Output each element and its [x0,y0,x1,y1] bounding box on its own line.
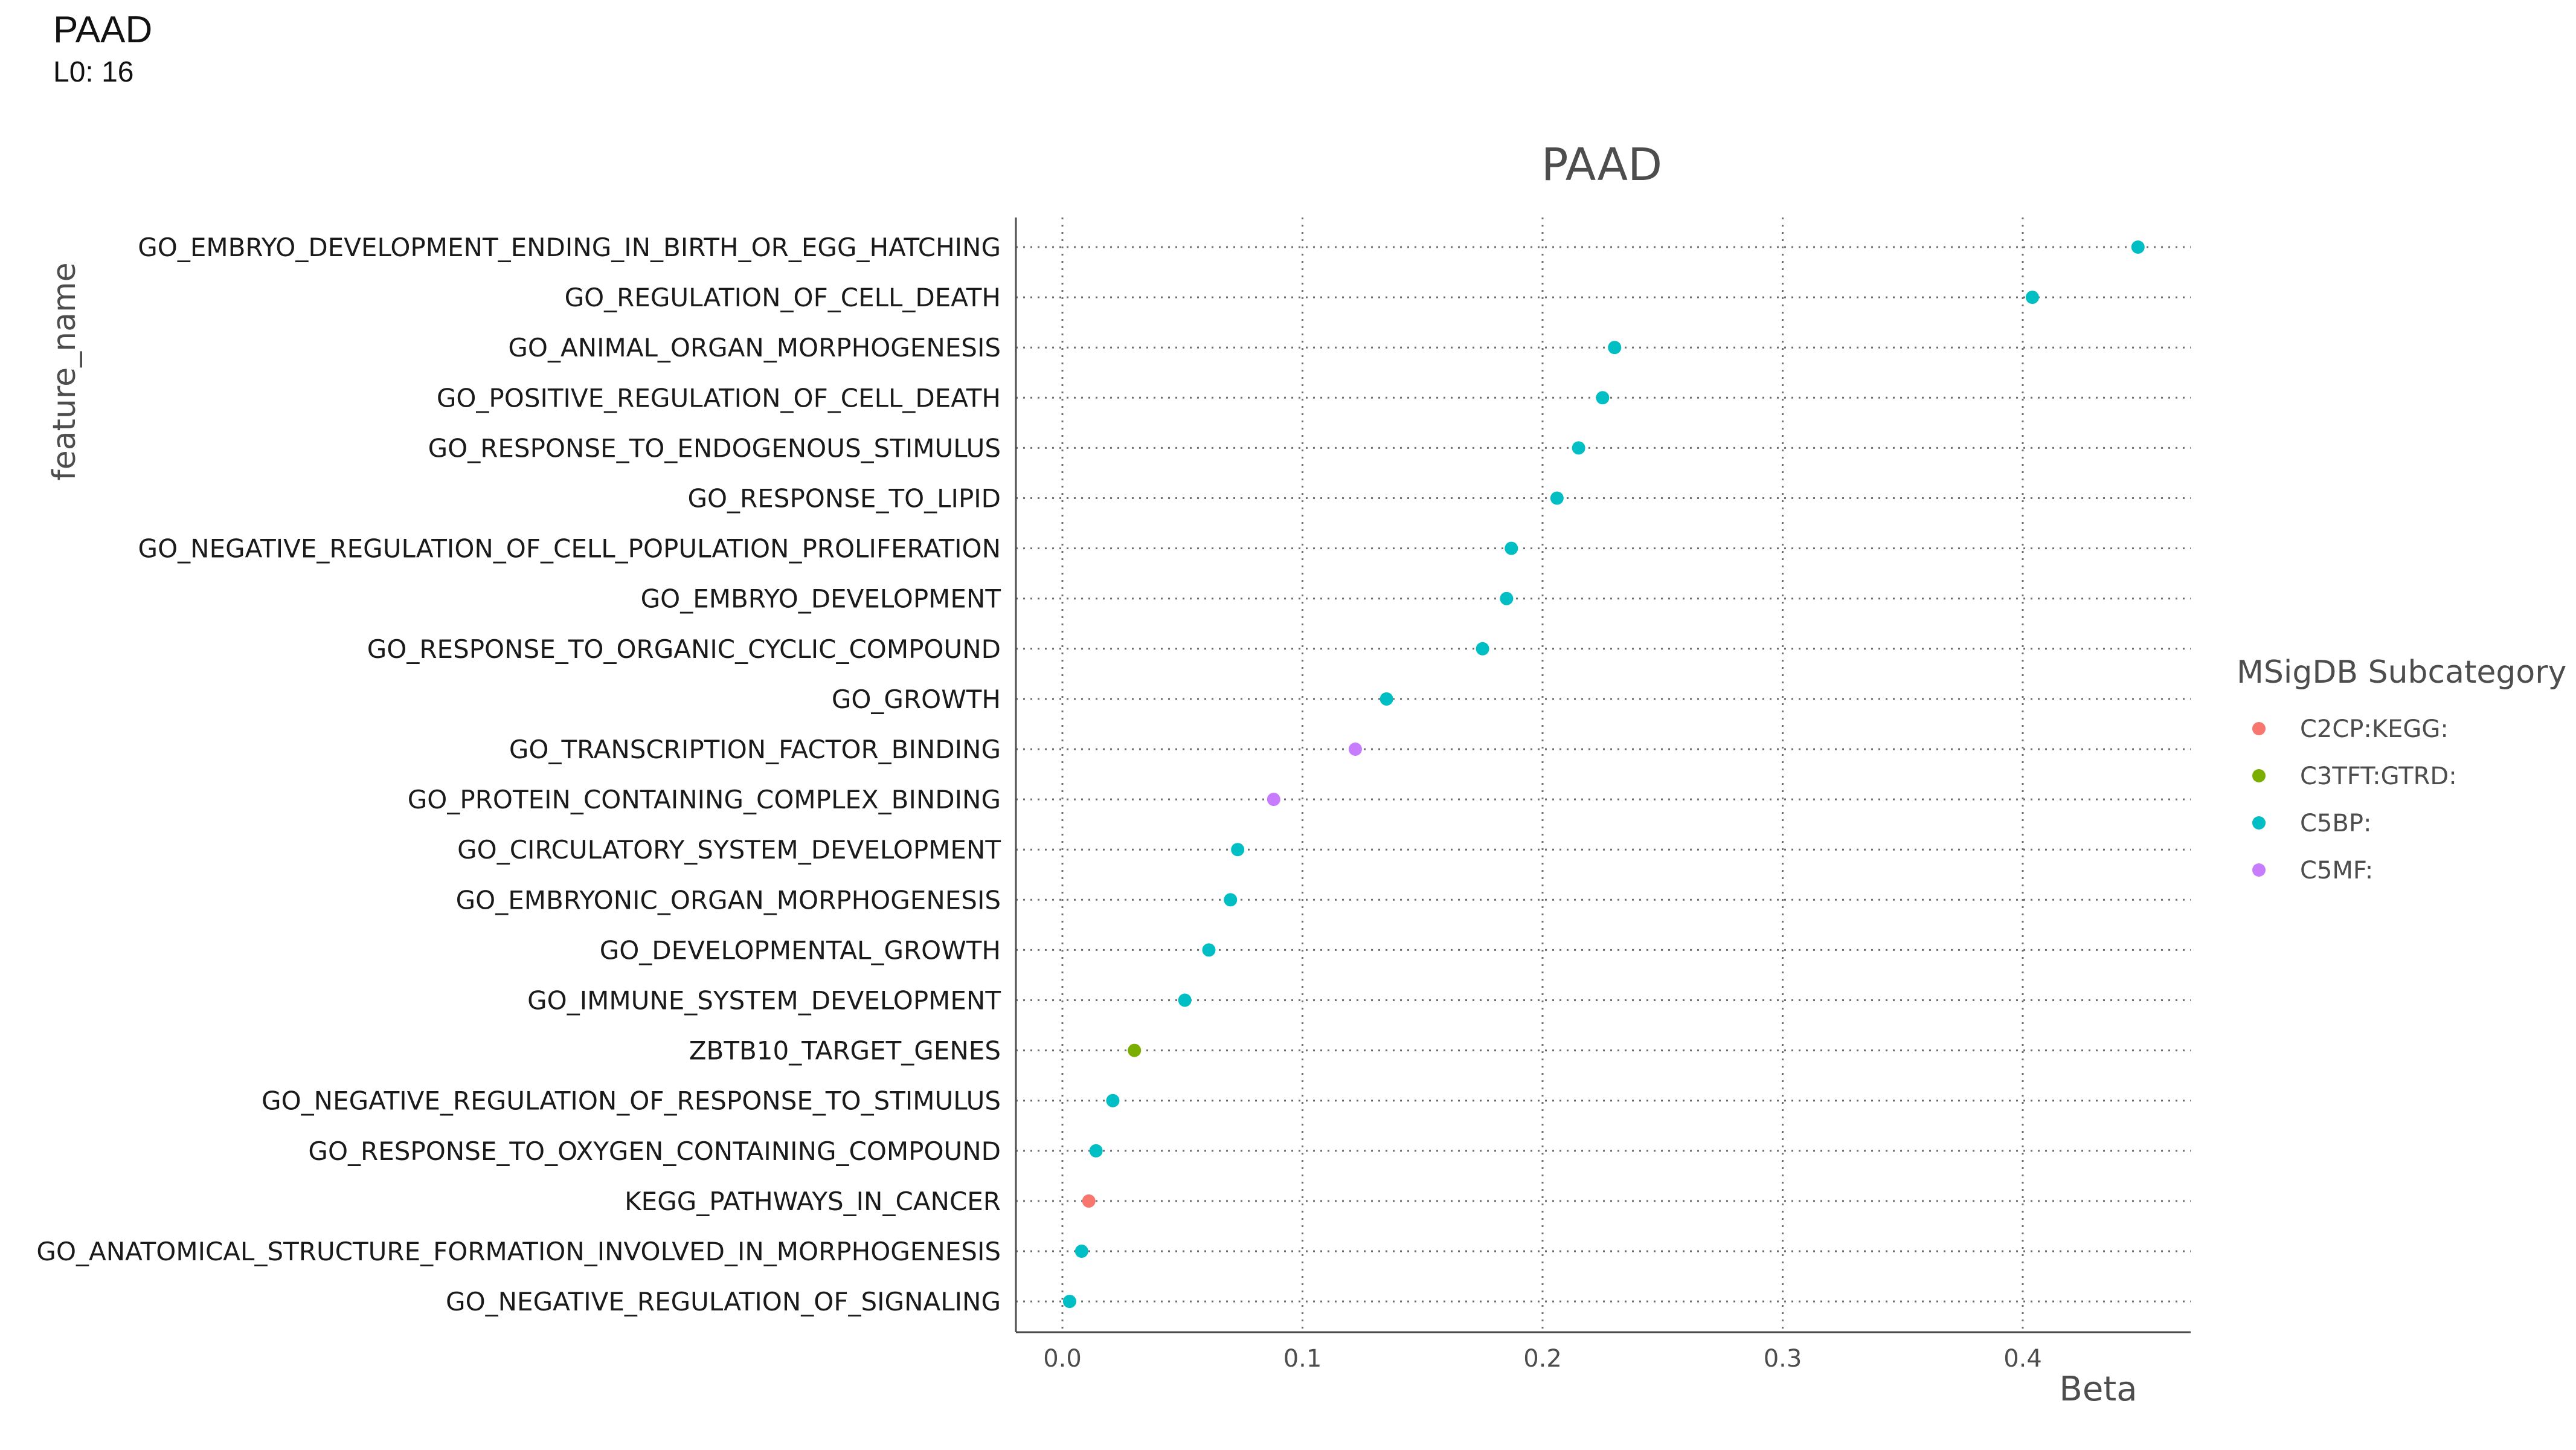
y-tick-label: ZBTB10_TARGET_GENES [689,1036,1001,1066]
data-point [1062,1295,1076,1309]
x-tick-label: 0.3 [1764,1345,1802,1373]
data-point [1596,391,1610,405]
x-tick-label: 0.1 [1283,1345,1322,1373]
x-tick-label: 0.0 [1043,1345,1082,1373]
data-point [1608,341,1622,355]
page-title: PAAD [53,9,153,51]
y-tick-label: GO_REGULATION_OF_CELL_DEATH [565,283,1001,312]
x-tick-label: 0.2 [1523,1345,1562,1373]
data-point [1550,491,1564,505]
data-point [1505,541,1518,555]
legend-title: MSigDB Subcategory [2237,654,2566,691]
y-tick-label: GO_TRANSCRIPTION_FACTOR_BINDING [509,735,1001,764]
page-header: PAAD L0: 16 [53,6,152,89]
x-axis-label: Beta [2059,1370,2137,1409]
data-point [1231,843,1245,857]
y-tick-label: GO_CIRCULATORY_SYSTEM_DEVELOPMENT [457,835,1001,865]
y-tick-label: GO_EMBRYO_DEVELOPMENT_ENDING_IN_BIRTH_OR… [138,233,1001,262]
data-point [1082,1194,1096,1208]
y-tick-label: GO_EMBRYO_DEVELOPMENT [641,584,1001,614]
data-point [1089,1144,1103,1158]
page-subtitle: L0: 16 [53,56,134,88]
y-tick-label: GO_RESPONSE_TO_LIPID [687,484,1001,514]
data-point [2025,291,2039,304]
data-point [1380,692,1393,706]
y-tick-label: GO_POSITIVE_REGULATION_OF_CELL_DEATH [437,383,1001,413]
data-point [1202,943,1216,957]
data-point [1074,1245,1088,1258]
legend-swatch [2252,769,2266,782]
y-tick-label: GO_NEGATIVE_REGULATION_OF_SIGNALING [446,1287,1001,1316]
y-tick-label: KEGG_PATHWAYS_IN_CANCER [625,1187,1001,1216]
y-tick-label: GO_ANATOMICAL_STRUCTURE_FORMATION_INVOLV… [36,1237,1001,1266]
y-tick-label: GO_RESPONSE_TO_ORGANIC_CYCLIC_COMPOUND [367,634,1001,664]
legend-label: C5BP: [2300,810,2371,837]
legend-swatch [2252,863,2266,877]
y-tick-label: GO_RESPONSE_TO_ENDOGENOUS_STIMULUS [428,433,1001,463]
x-tick-label: 0.4 [2003,1345,2042,1373]
chart-title: PAAD [1541,139,1662,191]
legend: MSigDB Subcategory C2CP:KEGG: C3TFT:GTRD:… [2237,654,2566,884]
legend-swatch [2252,816,2266,830]
y-tick-label: GO_ANIMAL_ORGAN_MORPHOGENESIS [508,333,1001,362]
y-tick-label: GO_NEGATIVE_REGULATION_OF_RESPONSE_TO_ST… [262,1086,1001,1116]
data-point [1178,993,1192,1007]
legend-label: C2CP:KEGG: [2300,715,2449,743]
y-tick-label: GO_IMMUNE_SYSTEM_DEVELOPMENT [527,986,1001,1016]
plot-area: 0.0 0.1 0.2 0.3 0.4 GO_EMBRYO_DEVELOPMENT_END… [36,218,2191,1373]
legend-label: C5MF: [2300,857,2373,884]
data-point [1500,591,1514,605]
y-tick-label: GO_GROWTH [832,685,1001,714]
y-tick-label: GO_PROTEIN_CONTAINING_COMPLEX_BINDING [408,785,1001,814]
y-tick-label: GO_RESPONSE_TO_OXYGEN_CONTAINING_COMPOUN… [308,1136,1001,1166]
legend-label: C3TFT:GTRD: [2300,762,2457,790]
data-point [1106,1094,1120,1107]
y-axis-label: feature_name [47,262,83,480]
data-point [1224,893,1238,907]
data-point [1128,1043,1142,1057]
data-point [1572,441,1585,455]
data-point [1348,743,1362,756]
legend-swatch [2252,722,2266,735]
y-tick-label: GO_EMBRYONIC_ORGAN_MORPHOGENESIS [456,885,1001,915]
y-tick-label: GO_DEVELOPMENTAL_GROWTH [600,935,1001,965]
data-point [1267,793,1280,807]
y-tick-label: GO_NEGATIVE_REGULATION_OF_CELL_POPULATIO… [138,534,1001,564]
data-point [2131,240,2145,254]
data-point [1476,642,1489,656]
